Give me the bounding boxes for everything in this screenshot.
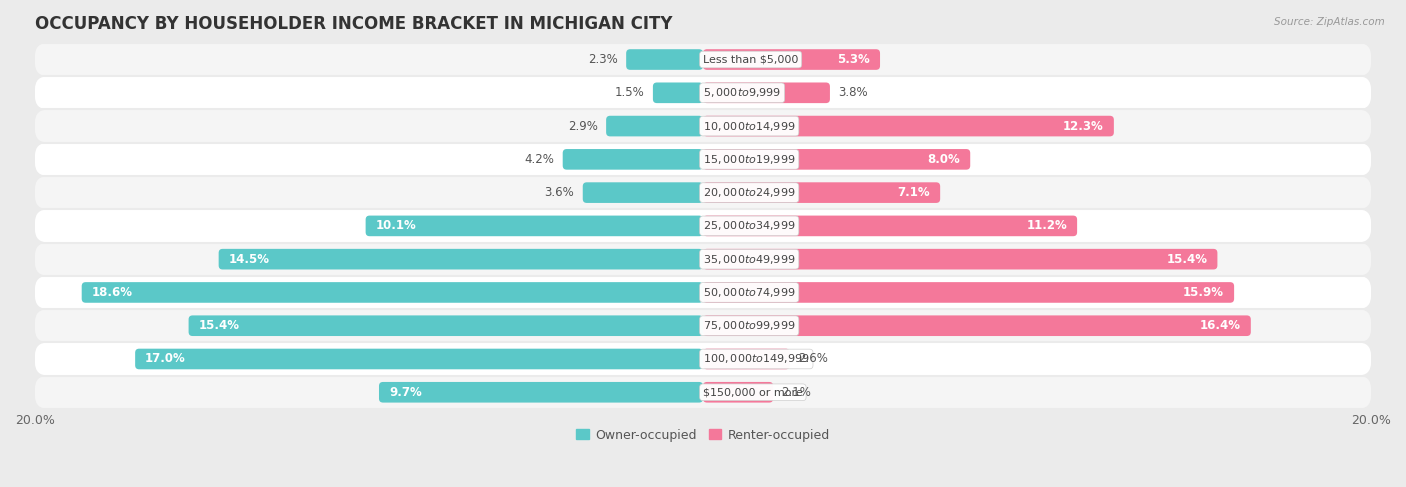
Text: 15.9%: 15.9% (1182, 286, 1225, 299)
FancyBboxPatch shape (35, 209, 1371, 243)
Text: $15,000 to $19,999: $15,000 to $19,999 (703, 153, 796, 166)
Text: 3.6%: 3.6% (544, 186, 575, 199)
Text: 17.0%: 17.0% (145, 353, 186, 365)
Text: 12.3%: 12.3% (1063, 120, 1104, 132)
Text: 2.1%: 2.1% (782, 386, 811, 399)
Text: $20,000 to $24,999: $20,000 to $24,999 (703, 186, 796, 199)
Text: 8.0%: 8.0% (928, 153, 960, 166)
Text: $100,000 to $149,999: $100,000 to $149,999 (703, 353, 810, 365)
Text: 15.4%: 15.4% (1167, 253, 1208, 266)
FancyBboxPatch shape (562, 149, 703, 169)
FancyBboxPatch shape (35, 342, 1371, 375)
Text: $150,000 or more: $150,000 or more (703, 387, 803, 397)
FancyBboxPatch shape (35, 276, 1371, 309)
Text: Less than $5,000: Less than $5,000 (703, 55, 799, 64)
Text: 2.6%: 2.6% (799, 353, 828, 365)
FancyBboxPatch shape (366, 216, 703, 236)
FancyBboxPatch shape (35, 243, 1371, 276)
Text: 1.5%: 1.5% (614, 86, 644, 99)
FancyBboxPatch shape (703, 116, 1114, 136)
Text: 3.8%: 3.8% (838, 86, 868, 99)
FancyBboxPatch shape (652, 82, 703, 103)
Text: 14.5%: 14.5% (229, 253, 270, 266)
FancyBboxPatch shape (703, 249, 1218, 269)
FancyBboxPatch shape (35, 110, 1371, 143)
FancyBboxPatch shape (606, 116, 703, 136)
Text: 15.4%: 15.4% (198, 319, 239, 332)
FancyBboxPatch shape (703, 216, 1077, 236)
Text: 16.4%: 16.4% (1199, 319, 1240, 332)
Text: 18.6%: 18.6% (91, 286, 132, 299)
Text: 2.9%: 2.9% (568, 120, 598, 132)
FancyBboxPatch shape (703, 182, 941, 203)
FancyBboxPatch shape (703, 282, 1234, 303)
FancyBboxPatch shape (135, 349, 703, 369)
FancyBboxPatch shape (703, 82, 830, 103)
FancyBboxPatch shape (82, 282, 703, 303)
FancyBboxPatch shape (35, 375, 1371, 409)
FancyBboxPatch shape (35, 143, 1371, 176)
Text: 11.2%: 11.2% (1026, 220, 1067, 232)
FancyBboxPatch shape (35, 76, 1371, 110)
FancyBboxPatch shape (35, 43, 1371, 76)
Text: Source: ZipAtlas.com: Source: ZipAtlas.com (1274, 17, 1385, 27)
Text: $50,000 to $74,999: $50,000 to $74,999 (703, 286, 796, 299)
Text: 4.2%: 4.2% (524, 153, 554, 166)
FancyBboxPatch shape (703, 149, 970, 169)
Text: 7.1%: 7.1% (897, 186, 931, 199)
FancyBboxPatch shape (703, 49, 880, 70)
FancyBboxPatch shape (582, 182, 703, 203)
FancyBboxPatch shape (219, 249, 703, 269)
Text: $75,000 to $99,999: $75,000 to $99,999 (703, 319, 796, 332)
FancyBboxPatch shape (703, 382, 773, 403)
FancyBboxPatch shape (703, 316, 1251, 336)
FancyBboxPatch shape (380, 382, 703, 403)
FancyBboxPatch shape (35, 176, 1371, 209)
FancyBboxPatch shape (35, 309, 1371, 342)
FancyBboxPatch shape (626, 49, 703, 70)
Text: 9.7%: 9.7% (389, 386, 422, 399)
FancyBboxPatch shape (188, 316, 703, 336)
Text: $5,000 to $9,999: $5,000 to $9,999 (703, 86, 782, 99)
Text: 2.3%: 2.3% (588, 53, 617, 66)
Text: OCCUPANCY BY HOUSEHOLDER INCOME BRACKET IN MICHIGAN CITY: OCCUPANCY BY HOUSEHOLDER INCOME BRACKET … (35, 15, 672, 33)
Legend: Owner-occupied, Renter-occupied: Owner-occupied, Renter-occupied (571, 424, 835, 447)
Text: 10.1%: 10.1% (375, 220, 416, 232)
Text: $35,000 to $49,999: $35,000 to $49,999 (703, 253, 796, 266)
Text: $25,000 to $34,999: $25,000 to $34,999 (703, 220, 796, 232)
Text: $10,000 to $14,999: $10,000 to $14,999 (703, 120, 796, 132)
Text: 5.3%: 5.3% (837, 53, 870, 66)
FancyBboxPatch shape (703, 349, 790, 369)
